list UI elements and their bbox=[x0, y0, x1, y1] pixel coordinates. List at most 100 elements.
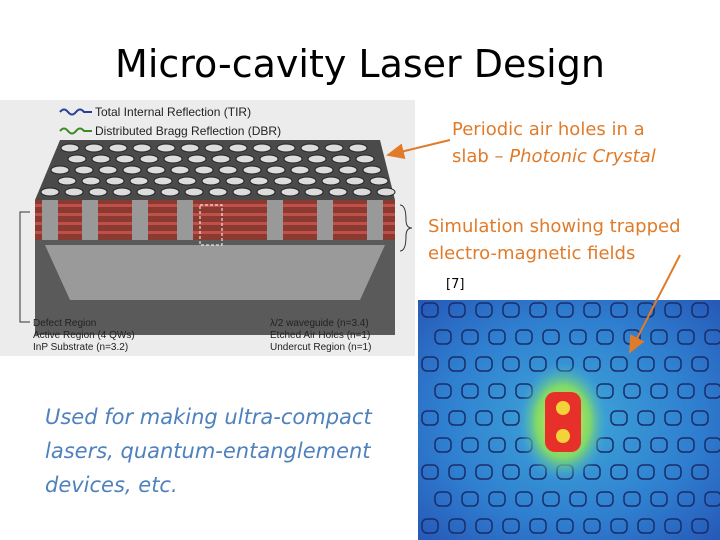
sim-hole bbox=[475, 464, 493, 480]
annotation-line: electro-magnetic fields bbox=[428, 243, 636, 264]
sim-hole bbox=[421, 302, 439, 318]
caption-line: devices, etc. bbox=[45, 473, 178, 497]
air-hole bbox=[376, 187, 396, 197]
sim-hole bbox=[421, 410, 439, 426]
annotation-line: Periodic air holes in a bbox=[452, 119, 645, 140]
air-hole bbox=[232, 187, 252, 197]
air-hole bbox=[273, 176, 293, 186]
air-hole bbox=[338, 165, 358, 175]
air-hole bbox=[324, 143, 344, 153]
annotation-emphasis: Photonic Crystal bbox=[509, 146, 656, 167]
air-hole bbox=[84, 143, 104, 153]
sim-hole bbox=[664, 518, 682, 534]
hole-column bbox=[367, 200, 383, 240]
sim-hole bbox=[421, 356, 439, 372]
air-hole bbox=[328, 187, 348, 197]
sim-hole bbox=[515, 491, 533, 507]
sim-hole bbox=[475, 302, 493, 318]
air-hole bbox=[225, 176, 245, 186]
air-hole bbox=[321, 176, 341, 186]
air-hole bbox=[314, 165, 334, 175]
sim-hole bbox=[691, 410, 709, 426]
air-hole bbox=[201, 176, 221, 186]
sim-hole bbox=[650, 329, 668, 345]
air-hole bbox=[153, 176, 173, 186]
air-hole bbox=[67, 154, 87, 164]
air-hole bbox=[115, 154, 135, 164]
air-hole bbox=[108, 143, 128, 153]
sim-hole bbox=[677, 329, 695, 345]
sim-hole bbox=[461, 437, 479, 453]
air-hole bbox=[228, 143, 248, 153]
sim-hole bbox=[664, 464, 682, 480]
air-hole bbox=[362, 165, 382, 175]
reference: [7] bbox=[446, 277, 465, 292]
sim-hole bbox=[583, 302, 601, 318]
air-hole bbox=[283, 154, 303, 164]
sim-hole bbox=[475, 356, 493, 372]
sim-hole bbox=[434, 329, 452, 345]
air-hole bbox=[280, 187, 300, 197]
sim-hole bbox=[691, 302, 709, 318]
air-hole bbox=[235, 154, 255, 164]
air-hole bbox=[352, 187, 372, 197]
air-hole bbox=[187, 154, 207, 164]
field-core bbox=[545, 392, 581, 452]
sim-hole bbox=[664, 410, 682, 426]
air-hole bbox=[204, 143, 224, 153]
air-hole bbox=[276, 143, 296, 153]
sim-hole bbox=[515, 329, 533, 345]
air-holes bbox=[40, 143, 396, 197]
air-hole bbox=[249, 176, 269, 186]
bragg-stripe bbox=[35, 231, 395, 234]
figure-label: Undercut Region (n=1) bbox=[270, 342, 371, 353]
air-hole bbox=[136, 187, 156, 197]
sim-hole bbox=[448, 518, 466, 534]
sim-hole bbox=[569, 491, 587, 507]
arrow bbox=[629, 254, 681, 354]
air-hole bbox=[132, 143, 152, 153]
sim-hole bbox=[691, 518, 709, 534]
sim-hole bbox=[502, 302, 520, 318]
sim-hole bbox=[637, 410, 655, 426]
air-hole bbox=[290, 165, 310, 175]
sim-hole bbox=[583, 518, 601, 534]
air-hole bbox=[218, 165, 238, 175]
air-hole bbox=[331, 154, 351, 164]
air-hole bbox=[242, 165, 262, 175]
air-hole bbox=[146, 165, 166, 175]
air-hole bbox=[348, 143, 368, 153]
sim-hole bbox=[610, 410, 628, 426]
slide-title: Micro-cavity Laser Design bbox=[115, 42, 605, 86]
air-hole bbox=[266, 165, 286, 175]
sim-hole bbox=[434, 437, 452, 453]
sim-hole bbox=[461, 329, 479, 345]
sim-hole bbox=[650, 383, 668, 399]
air-hole bbox=[170, 165, 190, 175]
air-hole bbox=[355, 154, 375, 164]
air-hole bbox=[252, 143, 272, 153]
sim-hole bbox=[637, 464, 655, 480]
figure-label: InP Substrate (n=3.2) bbox=[33, 342, 128, 353]
sim-hole bbox=[623, 437, 641, 453]
sim-hole bbox=[488, 383, 506, 399]
field-hotspot bbox=[556, 401, 570, 415]
bragg-stripe bbox=[35, 222, 395, 225]
defect-region bbox=[199, 204, 223, 246]
caption-line: Used for making ultra-compact bbox=[45, 405, 372, 429]
undercut-region bbox=[45, 245, 385, 300]
sim-hole bbox=[637, 302, 655, 318]
sim-hole bbox=[623, 383, 641, 399]
sim-hole bbox=[704, 437, 720, 453]
sim-hole bbox=[475, 518, 493, 534]
legend-label: Total Internal Reflection (TIR) bbox=[95, 105, 251, 119]
annotation: Simulation showing trapped electro-magne… bbox=[428, 213, 681, 267]
air-hole bbox=[208, 187, 228, 197]
hole-column bbox=[132, 200, 148, 240]
sim-hole bbox=[610, 356, 628, 372]
air-hole bbox=[307, 154, 327, 164]
sim-hole bbox=[704, 329, 720, 345]
sim-hole bbox=[677, 491, 695, 507]
bragg-stripe bbox=[35, 213, 395, 216]
